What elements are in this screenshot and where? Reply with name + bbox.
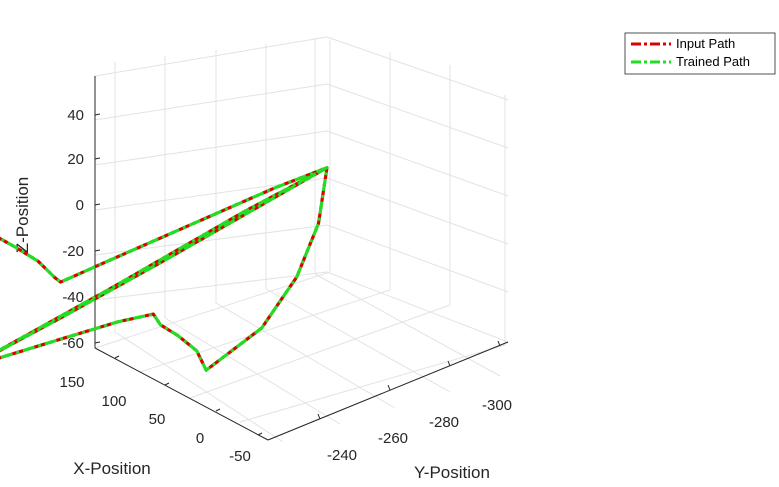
y-tick [497,340,501,347]
y-tick-label: -280 [429,414,459,431]
y-tick-labels: -240 -260 -280 -300 [327,397,512,464]
grid-line [326,36,509,101]
x-tick-label: 50 [149,411,166,428]
y-axis-label: Y-Position [414,463,490,482]
x-axis-label: X-Position [73,459,150,478]
legend-box [624,32,776,75]
z-tick-label: 20 [67,151,84,168]
x-tick [114,355,120,359]
axes [94,76,509,441]
x-tick-labels: 150 100 50 0 -50 [59,374,250,465]
grid-line [326,271,509,343]
x-tick-label: 150 [59,374,84,391]
z-tick [94,113,101,116]
series-line-trained-path [0,166,329,372]
grid-line [94,130,328,166]
z-tick [94,203,101,206]
grid-line [215,302,396,409]
grid-line [114,331,284,443]
legend-label-trained-path: Trained Path [676,54,750,69]
z-tick [94,157,101,160]
grid-line [189,304,451,399]
z-tick [94,249,101,252]
y-tick [387,384,391,391]
grid-line [94,271,328,301]
grid-line [326,83,509,149]
x-tick-label: -50 [229,448,251,465]
grid-line [164,317,341,425]
grid-line [139,289,391,373]
legend: Input Path Trained Path [624,32,776,75]
legend-label-input-path: Input Path [676,36,735,51]
y-tick [447,360,451,367]
y-tick-label: -260 [378,430,408,447]
y-tick [317,413,321,420]
x-axis-line [94,347,269,441]
grid-line [326,177,509,245]
grid-line [265,288,451,393]
y-axis-line [267,341,509,441]
y-tick-label: -240 [327,447,357,464]
y-tick-label: -300 [482,397,512,414]
series-layer [0,166,329,372]
grid-line [326,224,509,293]
grid-line [94,83,328,121]
x-tick [257,432,263,436]
z-tick [94,341,101,344]
grid-line [314,273,501,377]
grid-line [94,36,328,77]
z-tick-label: 40 [67,107,84,124]
x-tick-label: 0 [196,430,204,447]
grid-line [94,271,331,349]
grid-line [326,130,509,197]
z-tick-label: -20 [62,243,84,260]
grid-line [239,344,506,423]
x-tick [164,382,170,386]
z-tick-label: -60 [62,335,84,352]
z-tick-labels: 40 20 0 -20 -40 -60 [62,107,84,352]
x-tick-label: 100 [101,393,126,410]
z-tick-label: -40 [62,289,84,306]
z-axis-label: Z-Position [13,177,32,254]
z-tick-label: 0 [76,197,84,214]
x-tick [215,408,221,412]
